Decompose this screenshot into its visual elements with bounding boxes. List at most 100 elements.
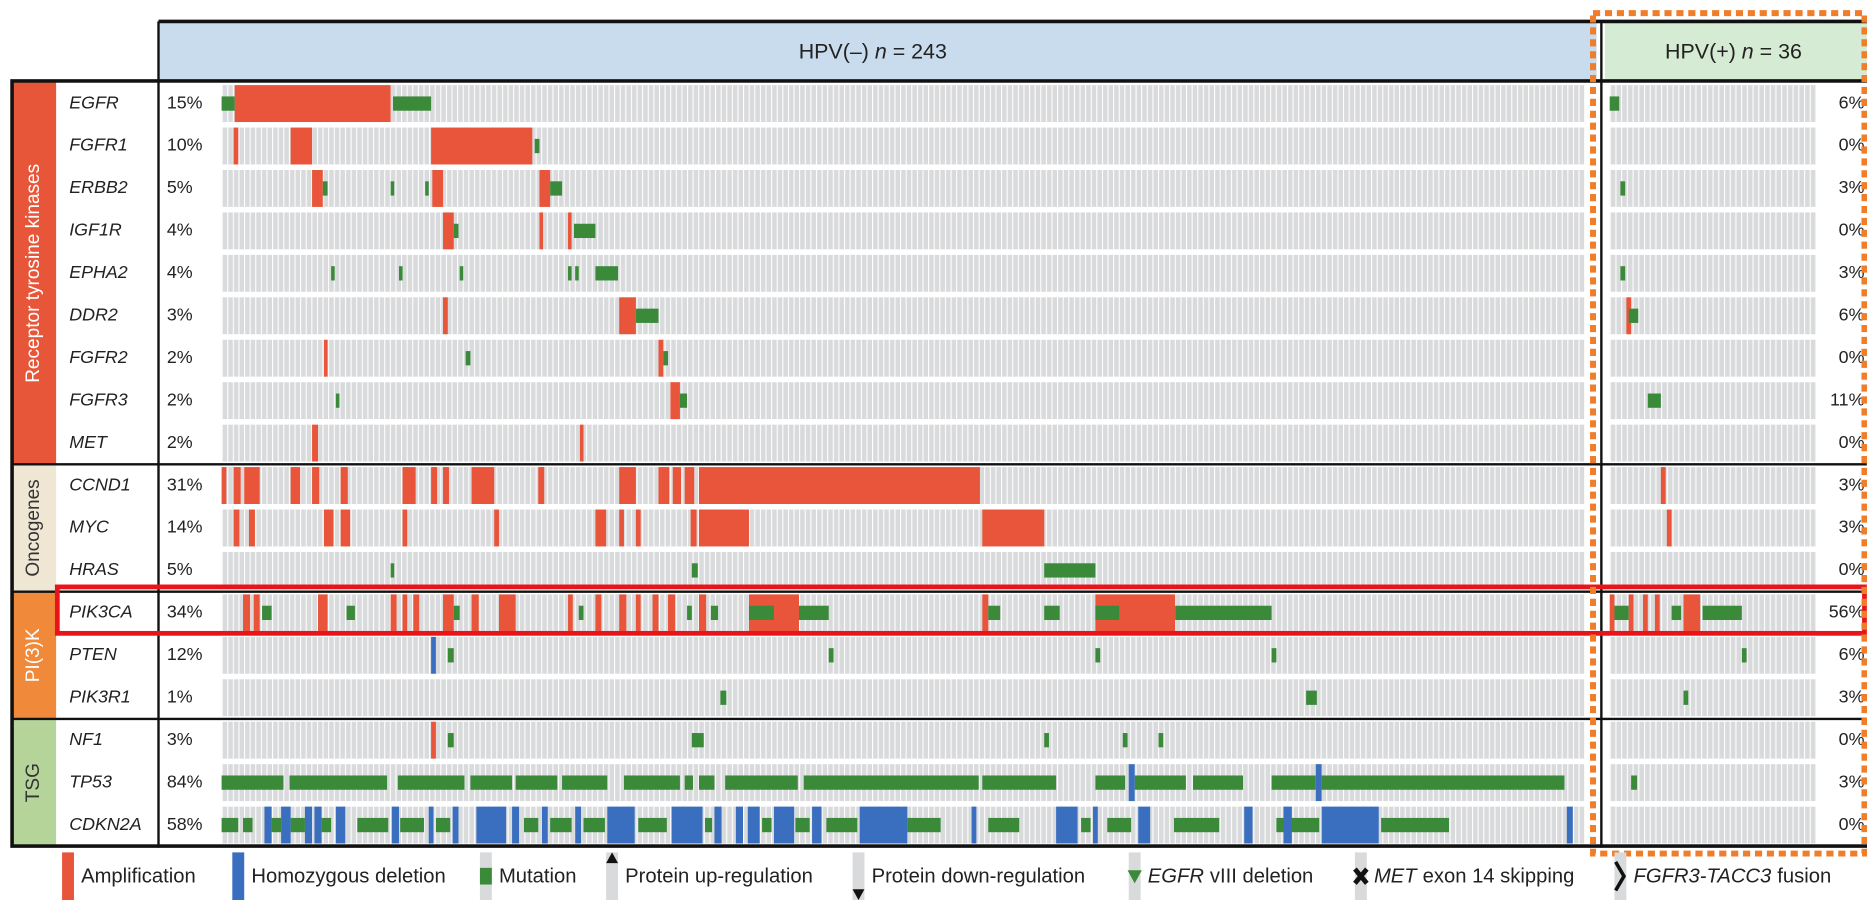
mutation: [1158, 733, 1164, 748]
mutation: [221, 96, 235, 111]
amplification: [1654, 594, 1660, 632]
amplification: [253, 594, 260, 632]
deletion: [1138, 806, 1151, 844]
hpv-positive-percent: 6%: [1839, 304, 1865, 324]
frame: Receptor tyrosine kinases Oncogenes PI(3)K…: [10, 10, 1867, 857]
amplification: [340, 509, 351, 547]
legend-italic: MET: [1374, 866, 1418, 888]
amplification: [431, 467, 438, 504]
legend-symbol: [1353, 867, 1369, 885]
mutation: [583, 817, 605, 833]
amplification: [684, 467, 695, 504]
sample-track: [1609, 339, 1816, 377]
sample-track: [1609, 170, 1816, 207]
deletion: [281, 806, 291, 844]
mutation: [684, 775, 694, 790]
amplification: [234, 85, 391, 123]
amplification: [538, 467, 545, 504]
sample-track: [1609, 424, 1816, 462]
legend-swatch: [232, 852, 245, 900]
amplification: [318, 594, 328, 632]
amplification: [690, 509, 697, 547]
mutation: [725, 775, 798, 790]
sample-track: [221, 636, 1585, 674]
mutation: [1683, 690, 1689, 705]
hpv-positive-percent: 0%: [1839, 432, 1865, 452]
deletion: [541, 806, 548, 844]
gene-name: CCND1: [69, 474, 130, 494]
mutation: [568, 266, 572, 281]
hpv-positive-percent: 0%: [1839, 729, 1865, 749]
deletion: [773, 806, 795, 844]
legend-label: Protein up-regulation: [625, 866, 813, 888]
sample-track: [1609, 721, 1816, 759]
amplification: [312, 170, 323, 207]
sample-track: [1609, 806, 1816, 844]
sample-track: [1609, 254, 1816, 292]
sample-track: [221, 382, 1585, 420]
amplification: [619, 509, 624, 547]
legend-label: EGFR vIII deletion: [1148, 866, 1314, 888]
hpv-positive-percent: 11%: [1830, 389, 1865, 409]
mutation: [575, 266, 579, 281]
mutation: [663, 351, 669, 366]
mutation: [595, 266, 619, 281]
sample-track: [221, 424, 1585, 462]
amplification: [431, 127, 533, 165]
sample-track: [1609, 467, 1816, 504]
deletion: [1128, 764, 1135, 802]
deletion: [1566, 806, 1573, 844]
amplification: [1666, 509, 1672, 547]
gene-name: ERBB2: [69, 177, 128, 197]
gene-name: NF1: [69, 729, 103, 749]
legend-text: vIII deletion: [1210, 866, 1313, 888]
mutation: [578, 605, 584, 620]
gene-name: FGFR2: [69, 347, 128, 367]
mutation: [691, 563, 698, 578]
mutation: [459, 266, 464, 281]
sample-track: [1609, 382, 1816, 420]
amplification: [498, 594, 516, 632]
amplification: [539, 170, 551, 207]
mutation: [1276, 817, 1320, 833]
legend-symbol: [1614, 861, 1627, 892]
hpv-negative-percent: 15%: [167, 92, 203, 112]
deletion: [714, 806, 722, 844]
sample-track: [221, 594, 1585, 632]
hpv-positive-percent: 0%: [1839, 220, 1865, 240]
group-label: TSG: [23, 763, 44, 802]
mutation: [398, 266, 403, 281]
hpv-positive-percent: 3%: [1839, 177, 1865, 197]
legend-label: Mutation: [499, 866, 577, 888]
mutation: [1609, 96, 1620, 111]
mutation: [453, 605, 460, 620]
mutation: [465, 351, 471, 366]
sample-track: [221, 721, 1585, 759]
gene-name: FGFR1: [69, 135, 128, 155]
mutation: [1081, 817, 1091, 833]
group-label: PI(3)K: [23, 628, 44, 682]
mutation: [710, 605, 719, 620]
mutation: [1122, 733, 1128, 748]
hpv-positive-percent: 0%: [1839, 559, 1865, 579]
mutation: [322, 181, 328, 196]
amplification: [619, 297, 636, 335]
amplification: [290, 467, 301, 504]
mutation: [623, 775, 680, 790]
amplification: [619, 467, 636, 504]
hpv-positive-title: HPV(+) n = 36: [1665, 39, 1802, 63]
amplification: [698, 467, 980, 504]
gene-name: MYC: [69, 517, 109, 537]
outer-frame: [10, 79, 1867, 848]
amplification: [244, 467, 260, 504]
amplification: [698, 509, 749, 547]
legend-text: Amplification: [81, 866, 196, 888]
sample-track: [1609, 212, 1816, 250]
mutation: [1044, 563, 1096, 578]
amplification: [658, 467, 670, 504]
hpv-negative-percent: 4%: [167, 262, 193, 282]
deletion: [971, 806, 977, 844]
mutation: [1620, 266, 1626, 281]
mutation: [1175, 605, 1272, 620]
